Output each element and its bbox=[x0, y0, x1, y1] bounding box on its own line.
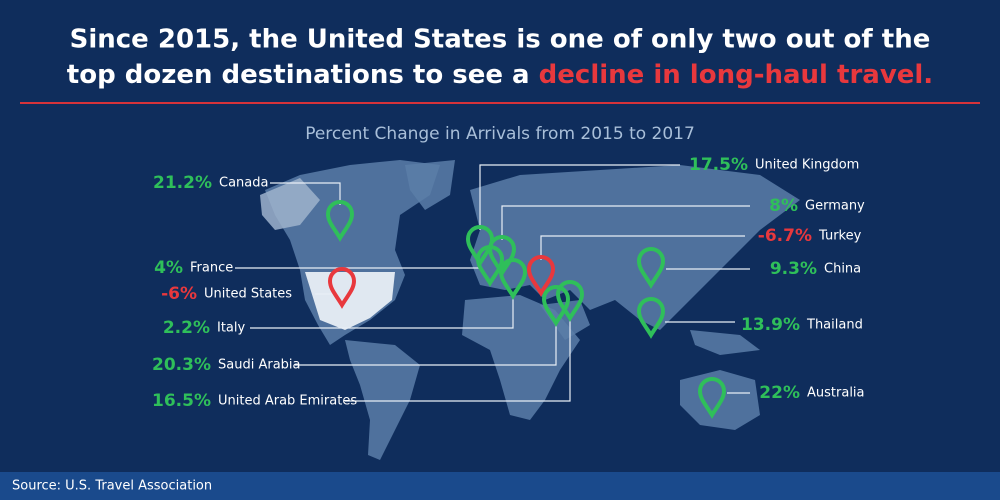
pin-body bbox=[555, 280, 585, 322]
pin-body bbox=[487, 235, 517, 277]
pin bbox=[325, 200, 355, 242]
change-value: 21.2% bbox=[153, 173, 212, 193]
leader-line bbox=[295, 323, 557, 366]
country-name: Thailand bbox=[806, 318, 863, 333]
country-name: Germany bbox=[805, 199, 865, 214]
leader-line bbox=[250, 296, 514, 329]
country-name: Canada bbox=[219, 176, 268, 191]
change-value: 20.3% bbox=[152, 355, 211, 375]
change-value: 4% bbox=[154, 258, 183, 278]
leader-line bbox=[345, 318, 571, 402]
country-name: Italy bbox=[217, 321, 246, 336]
pin bbox=[636, 297, 666, 339]
pin bbox=[541, 285, 571, 327]
pin-body bbox=[636, 297, 666, 339]
footer-bar bbox=[0, 472, 1000, 500]
pin-body bbox=[327, 267, 357, 309]
country-name: United Kingdom bbox=[755, 158, 859, 173]
title-text: top dozen destinations to see a bbox=[67, 60, 530, 90]
title-line2: top dozen destinations to see a decline … bbox=[67, 60, 933, 90]
change-value: 9.3% bbox=[770, 259, 817, 279]
pin bbox=[555, 280, 585, 322]
country-name: Turkey bbox=[818, 229, 862, 244]
change-value: 22% bbox=[759, 383, 800, 403]
pin-body bbox=[541, 285, 571, 327]
leader-line bbox=[501, 205, 750, 240]
change-value: -6% bbox=[161, 284, 197, 304]
country-name: Australia bbox=[807, 386, 865, 401]
title-highlight: decline in long-haul travel. bbox=[539, 60, 934, 90]
country-name: China bbox=[824, 262, 861, 277]
world-map bbox=[260, 160, 800, 460]
change-value: 17.5% bbox=[689, 155, 748, 175]
country-name: United Arab Emirates bbox=[218, 394, 357, 409]
pin bbox=[636, 247, 666, 289]
pin bbox=[526, 255, 556, 297]
pin-body bbox=[636, 247, 666, 289]
source: Source: U.S. Travel Association bbox=[12, 479, 212, 494]
title-line1: Since 2015, the United States is one of … bbox=[70, 25, 931, 55]
change-value: 8% bbox=[769, 196, 798, 216]
country-name: Saudi Arabia bbox=[218, 358, 301, 373]
pin-body bbox=[325, 200, 355, 242]
leader-line bbox=[540, 235, 745, 260]
change-value: -6.7% bbox=[758, 226, 812, 246]
country-name: France bbox=[190, 261, 233, 276]
pin-body bbox=[526, 255, 556, 297]
pin-body bbox=[498, 258, 528, 300]
change-value: 13.9% bbox=[741, 315, 800, 335]
country-name: United States bbox=[204, 287, 292, 302]
pin bbox=[487, 235, 517, 277]
leader-line bbox=[270, 182, 341, 205]
subtitle: Percent Change in Arrivals from 2015 to … bbox=[305, 124, 695, 144]
change-value: 2.2% bbox=[163, 318, 210, 338]
pin-body bbox=[697, 377, 727, 419]
pin bbox=[498, 258, 528, 300]
pin bbox=[697, 377, 727, 419]
leader-line bbox=[479, 164, 680, 230]
pin bbox=[327, 267, 357, 309]
change-value: 16.5% bbox=[152, 391, 211, 411]
